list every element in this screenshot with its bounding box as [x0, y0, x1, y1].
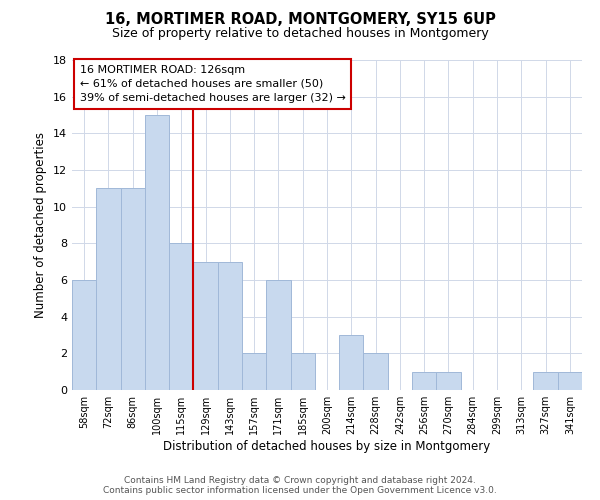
- Bar: [533, 372, 558, 390]
- Bar: [145, 115, 169, 390]
- Text: 16 MORTIMER ROAD: 126sqm
← 61% of detached houses are smaller (50)
39% of semi-d: 16 MORTIMER ROAD: 126sqm ← 61% of detach…: [80, 65, 346, 103]
- Text: 16, MORTIMER ROAD, MONTGOMERY, SY15 6UP: 16, MORTIMER ROAD, MONTGOMERY, SY15 6UP: [104, 12, 496, 28]
- Bar: [436, 372, 461, 390]
- Bar: [412, 372, 436, 390]
- Bar: [193, 262, 218, 390]
- Bar: [121, 188, 145, 390]
- Bar: [218, 262, 242, 390]
- Bar: [96, 188, 121, 390]
- Bar: [72, 280, 96, 390]
- X-axis label: Distribution of detached houses by size in Montgomery: Distribution of detached houses by size …: [163, 440, 491, 453]
- Bar: [169, 244, 193, 390]
- Bar: [290, 354, 315, 390]
- Bar: [558, 372, 582, 390]
- Text: Size of property relative to detached houses in Montgomery: Size of property relative to detached ho…: [112, 28, 488, 40]
- Bar: [364, 354, 388, 390]
- Text: Contains HM Land Registry data © Crown copyright and database right 2024.
Contai: Contains HM Land Registry data © Crown c…: [103, 476, 497, 495]
- Y-axis label: Number of detached properties: Number of detached properties: [34, 132, 47, 318]
- Bar: [339, 335, 364, 390]
- Bar: [242, 354, 266, 390]
- Bar: [266, 280, 290, 390]
